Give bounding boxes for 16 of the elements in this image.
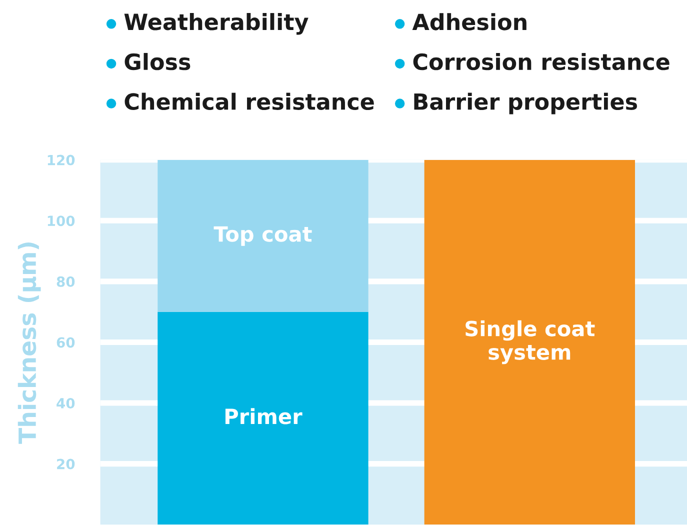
series-label: Primer bbox=[225, 408, 302, 424]
y-tick-label: 100 bbox=[48, 216, 75, 226]
y-tick-label: 60 bbox=[56, 337, 75, 348]
text: Corrosion resistance bbox=[413, 52, 670, 70]
text: Barrier properties bbox=[414, 92, 637, 114]
y-axis-title: Thickness (µm) bbox=[18, 242, 41, 444]
text: Gloss bbox=[124, 52, 190, 70]
text: Chemical resistance bbox=[124, 92, 374, 110]
text: Weatherability bbox=[124, 13, 308, 35]
y-tick-label: 80 bbox=[56, 276, 75, 287]
y-tick-label: 20 bbox=[57, 458, 75, 470]
series-label: Single coat system bbox=[466, 320, 595, 364]
series-label: Top coat bbox=[214, 226, 312, 246]
y-tick-label: 40 bbox=[56, 398, 75, 409]
text: Adhesion bbox=[412, 13, 526, 30]
y-tick-label: 120 bbox=[48, 154, 75, 166]
